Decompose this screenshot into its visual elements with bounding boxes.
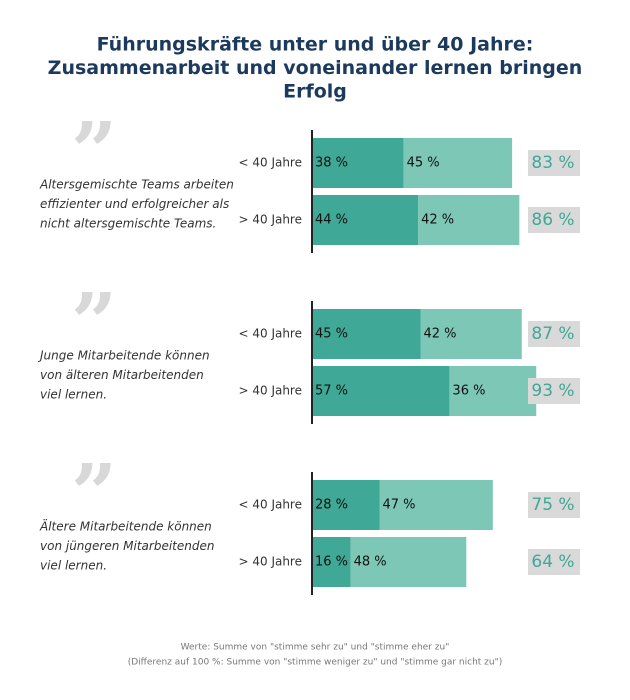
value-label: 42 % bbox=[421, 213, 454, 228]
value-label: 42 % bbox=[424, 327, 457, 342]
quote-text: von älteren Mitarbeitenden bbox=[40, 368, 204, 382]
quote-mark: ” bbox=[71, 275, 117, 369]
bar-segment bbox=[420, 309, 522, 359]
quote-text: Junge Mitarbeitende können bbox=[38, 349, 210, 363]
total-box bbox=[528, 492, 580, 518]
value-label: 28 % bbox=[315, 498, 348, 513]
value-label: 45 % bbox=[407, 156, 440, 171]
bar-segment bbox=[379, 480, 493, 530]
bar-segment bbox=[449, 366, 537, 416]
bar-segment bbox=[418, 195, 520, 245]
title: Führungskräfte unter und über 40 Jahre: bbox=[97, 34, 534, 56]
total-label: 86 % bbox=[531, 210, 574, 230]
quote-mark: ” bbox=[71, 446, 117, 540]
quote-text: von jüngeren Mitarbeitenden bbox=[40, 539, 214, 553]
category-label: < 40 Jahre bbox=[238, 327, 302, 341]
quote-mark: ” bbox=[71, 104, 117, 198]
category-label: < 40 Jahre bbox=[238, 498, 302, 512]
quote-text: viel lernen. bbox=[40, 388, 107, 402]
bar-segment bbox=[403, 138, 513, 188]
bar-segment bbox=[312, 195, 419, 245]
value-label: 47 % bbox=[383, 498, 416, 513]
quote-text: nicht altersgemischte Teams. bbox=[40, 217, 216, 231]
quote-text: effizienter und erfolgreicher als bbox=[40, 197, 229, 211]
bar-segment bbox=[312, 138, 404, 188]
bar-segment bbox=[350, 537, 467, 587]
category-label: < 40 Jahre bbox=[238, 156, 302, 170]
total-box bbox=[528, 378, 580, 404]
value-label: 38 % bbox=[315, 156, 348, 171]
value-label: 45 % bbox=[315, 327, 348, 342]
total-label: 93 % bbox=[531, 381, 574, 401]
category-label: > 40 Jahre bbox=[238, 213, 302, 227]
quote-text: Ältere Mitarbeitende können bbox=[39, 519, 212, 534]
total-label: 83 % bbox=[531, 153, 574, 173]
title: Zusammenarbeit und voneinander lernen br… bbox=[48, 57, 583, 79]
quote-text: Altersgemischte Teams arbeiten bbox=[39, 178, 234, 192]
total-box bbox=[528, 207, 580, 233]
category-label: > 40 Jahre bbox=[238, 384, 302, 398]
footnote: (Differenz auf 100 %: Summe von "stimme … bbox=[128, 658, 503, 668]
title: Erfolg bbox=[283, 81, 347, 103]
value-label: 44 % bbox=[315, 213, 348, 228]
value-label: 48 % bbox=[354, 555, 387, 570]
bar-segment bbox=[312, 366, 450, 416]
value-label: 57 % bbox=[315, 384, 348, 399]
quote-text: viel lernen. bbox=[40, 559, 107, 573]
bar-segment bbox=[312, 309, 421, 359]
bar-segment bbox=[312, 537, 351, 587]
value-label: 16 % bbox=[315, 555, 348, 570]
bar-segment bbox=[312, 480, 380, 530]
total-box bbox=[528, 150, 580, 176]
total-label: 64 % bbox=[531, 552, 574, 572]
value-label: 36 % bbox=[452, 384, 485, 399]
footnote: Werte: Summe von "stimme sehr zu" und "s… bbox=[181, 643, 450, 653]
total-box bbox=[528, 549, 580, 575]
total-label: 87 % bbox=[531, 324, 574, 344]
category-label: > 40 Jahre bbox=[238, 555, 302, 569]
total-label: 75 % bbox=[531, 495, 574, 515]
total-box bbox=[528, 321, 580, 347]
